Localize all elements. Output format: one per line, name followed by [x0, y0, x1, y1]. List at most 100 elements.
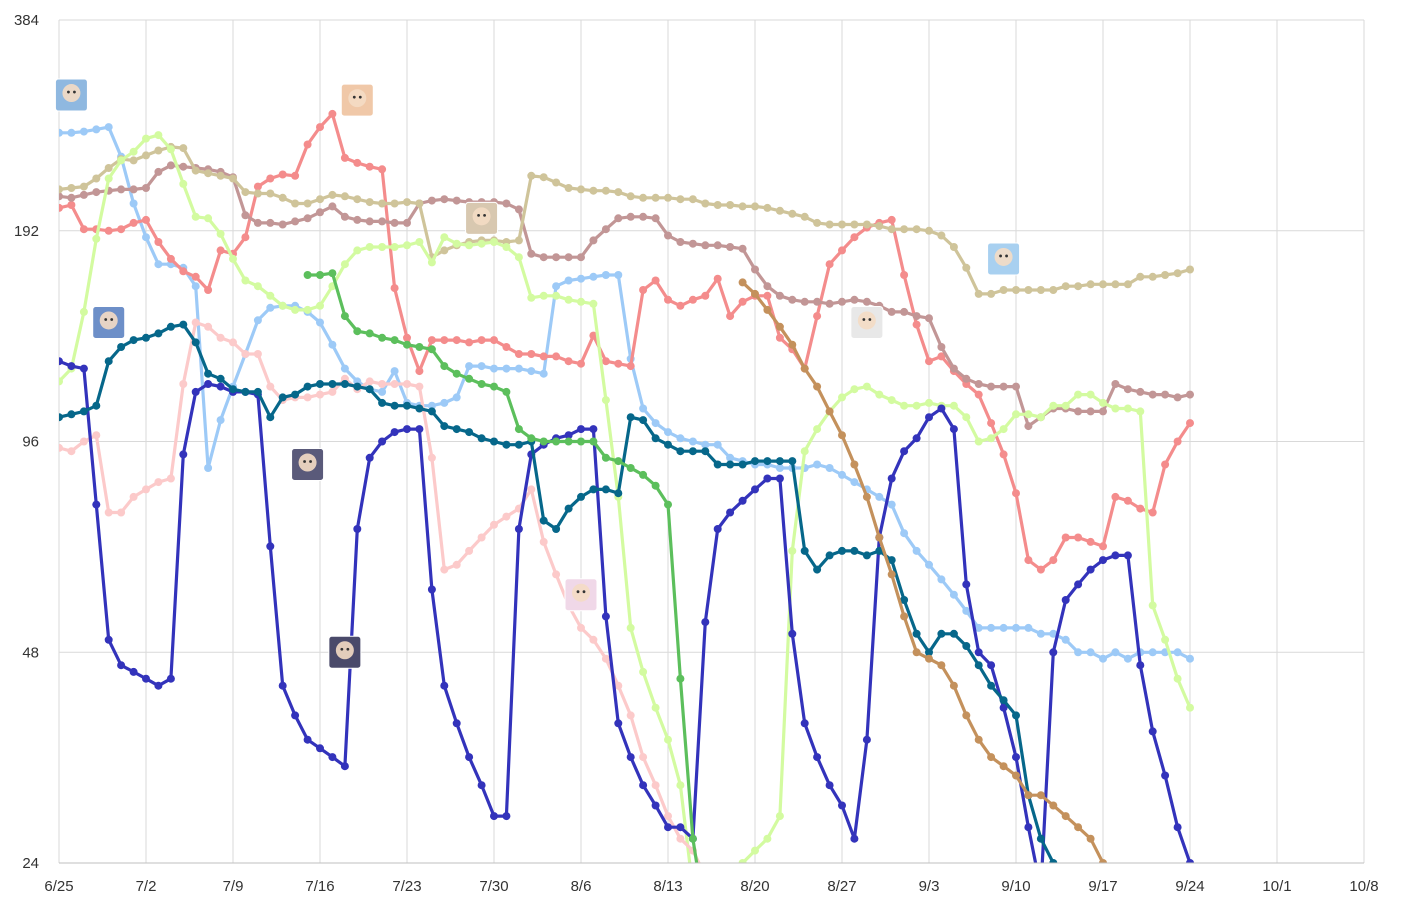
data-point [514, 236, 523, 245]
data-point [850, 220, 859, 229]
data-point [241, 350, 250, 358]
data-point [1161, 460, 1170, 469]
data-point [751, 846, 759, 855]
data-point [1024, 286, 1033, 294]
data-point [1186, 703, 1194, 712]
data-point [1123, 385, 1132, 394]
portrait-8-avatar [564, 578, 598, 612]
data-point [154, 329, 163, 338]
data-point [328, 269, 337, 278]
data-point [291, 305, 300, 314]
data-point [253, 282, 262, 291]
data-point [1123, 280, 1132, 289]
data-point [1186, 265, 1194, 274]
data-point [365, 453, 374, 462]
data-point [390, 284, 399, 293]
data-point [564, 357, 573, 366]
data-point [378, 165, 387, 174]
data-point [328, 202, 337, 211]
data-point [452, 425, 461, 434]
data-point [775, 812, 784, 821]
data-point [825, 464, 834, 472]
data-point [427, 407, 436, 416]
data-point [701, 291, 710, 300]
data-point [825, 781, 834, 790]
data-point [204, 322, 213, 331]
data-point [925, 314, 933, 323]
data-point [1148, 601, 1157, 610]
data-point [241, 233, 250, 242]
data-point [664, 440, 672, 449]
data-point [452, 560, 461, 569]
data-point [577, 437, 585, 446]
data-point [564, 437, 573, 446]
data-point [577, 274, 585, 283]
avatar-eye-icon [477, 213, 480, 217]
data-point [775, 474, 784, 483]
data-point [502, 812, 511, 821]
data-point [303, 214, 312, 223]
data-point [626, 212, 635, 221]
data-point [166, 161, 175, 170]
data-point [465, 338, 474, 347]
data-point [701, 440, 710, 449]
data-point [1074, 407, 1083, 416]
data-point [1161, 771, 1170, 780]
data-point [1012, 711, 1020, 720]
data-point [676, 301, 685, 310]
data-point [1111, 380, 1120, 388]
portrait-2-avatar [340, 83, 374, 117]
avatar-eye-icon [110, 318, 114, 321]
data-point [365, 329, 374, 338]
data-point [1012, 753, 1020, 762]
data-point [850, 478, 859, 487]
data-point [378, 437, 387, 446]
data-point [117, 156, 126, 165]
data-point [1024, 823, 1033, 832]
data-point [1099, 407, 1107, 416]
data-point [688, 239, 697, 248]
data-point [788, 546, 797, 555]
data-point [775, 333, 784, 342]
data-point [365, 162, 374, 171]
data-point [92, 431, 101, 440]
data-point [912, 225, 921, 234]
data-point [962, 263, 971, 272]
data-point [229, 338, 237, 347]
data-point [552, 525, 561, 533]
data-point [440, 398, 449, 407]
data-point [1111, 551, 1120, 560]
data-point [763, 305, 772, 314]
data-point [440, 565, 449, 574]
data-point [1086, 390, 1095, 399]
data-point [1061, 812, 1070, 821]
data-point [166, 474, 175, 483]
data-point [427, 401, 436, 410]
data-point [987, 434, 996, 443]
data-point [166, 254, 175, 263]
data-point [539, 291, 548, 300]
data-point [900, 529, 909, 538]
data-point [514, 364, 523, 373]
x-tick-label: 8/6 [571, 878, 592, 895]
data-point [775, 206, 784, 215]
data-point [974, 648, 983, 657]
data-point [179, 144, 188, 153]
data-point [564, 184, 573, 192]
data-point [340, 364, 349, 373]
x-tick-label: 9/10 [1001, 878, 1030, 895]
data-point [539, 352, 548, 361]
data-point [763, 291, 772, 300]
data-point [987, 753, 996, 762]
data-point [490, 382, 498, 391]
data-point [987, 289, 996, 298]
data-point [937, 231, 946, 240]
data-point [403, 380, 411, 388]
data-point [340, 260, 349, 269]
data-point [278, 170, 287, 179]
data-point [664, 735, 672, 744]
data-point [1036, 286, 1045, 294]
data-point [390, 218, 399, 227]
data-point [59, 128, 63, 137]
data-point [154, 167, 163, 176]
